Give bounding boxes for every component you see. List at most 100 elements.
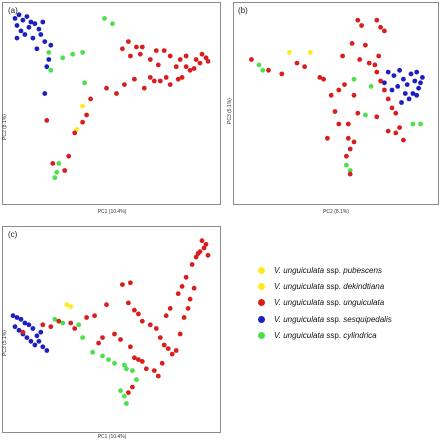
- data-point-unguiculata: [68, 320, 74, 326]
- data-point-sesquipedalis: [40, 344, 46, 350]
- data-point-dekindtiana: [74, 126, 80, 132]
- panel-b-ylabel: PC3 (5.1%): [227, 98, 233, 124]
- data-point-unguiculata: [201, 245, 207, 251]
- data-point-unguiculata: [179, 75, 185, 80]
- data-point-cylindrica: [260, 67, 266, 73]
- data-point-unguiculata: [183, 274, 189, 280]
- legend-item-cylindrica: V. unguiculata ssp. cylindrica: [258, 327, 392, 343]
- data-point-sesquipedalis: [42, 39, 48, 44]
- data-point-sesquipedalis: [16, 327, 22, 333]
- data-point-cylindrica: [122, 362, 127, 368]
- legend-marker-pubescens: [258, 266, 265, 274]
- data-point-unguiculata: [302, 64, 307, 70]
- data-point-unguiculata: [385, 96, 391, 102]
- data-point-unguiculata: [359, 23, 364, 28]
- data-point-unguiculata: [183, 53, 189, 59]
- data-point-unguiculata: [118, 337, 123, 342]
- data-point-cylindrica: [368, 84, 374, 89]
- data-point-cylindrica: [48, 67, 54, 73]
- data-point-unguiculata: [205, 252, 211, 258]
- data-point-cylindrica: [82, 80, 87, 86]
- legend-text: V. unguiculata ssp. sesquipedalis: [274, 314, 392, 324]
- data-point-cylindrica: [90, 349, 95, 355]
- data-point-sesquipedalis: [22, 32, 28, 37]
- data-point-sesquipedalis: [24, 14, 30, 19]
- data-point-unguiculata: [104, 302, 109, 308]
- data-point-unguiculata: [120, 46, 125, 52]
- data-point-unguiculata: [340, 53, 345, 59]
- data-point-unguiculata: [88, 96, 93, 102]
- data-point-sesquipedalis: [26, 24, 32, 30]
- data-point-unguiculata: [199, 238, 205, 244]
- data-point-cylindrica: [80, 50, 85, 55]
- data-point-unguiculata: [325, 135, 330, 141]
- data-point-unguiculata: [139, 44, 145, 50]
- data-point-unguiculata: [136, 311, 141, 317]
- data-point-unguiculata: [317, 75, 323, 80]
- data-point-sesquipedalis: [12, 324, 18, 330]
- data-point-sesquipedalis: [46, 57, 52, 62]
- data-point-unguiculata: [128, 280, 133, 286]
- data-point-unguiculata: [203, 241, 209, 247]
- data-point-unguiculata: [72, 130, 78, 136]
- data-point-unguiculata: [336, 121, 342, 127]
- data-point-unguiculata: [175, 76, 181, 82]
- data-point-unguiculata: [136, 357, 141, 362]
- panel-a-xlabel: PC1 (10.4%): [97, 209, 127, 215]
- data-point-sesquipedalis: [420, 75, 425, 80]
- data-point-unguiculata: [351, 92, 357, 98]
- data-point-cylindrica: [56, 161, 62, 166]
- data-point-unguiculata: [96, 340, 101, 346]
- data-point-unguiculata: [161, 48, 167, 53]
- data-point-unguiculata: [132, 355, 137, 361]
- data-point-unguiculata: [374, 114, 380, 120]
- data-point-sesquipedalis: [414, 69, 420, 75]
- legend-item-sesquipedalis: V. unguiculata ssp. sesquipedalis: [258, 311, 392, 327]
- data-point-cylindrica: [122, 393, 127, 399]
- data-point-unguiculata: [141, 85, 147, 91]
- data-point-unguiculata: [56, 318, 62, 324]
- data-point-unguiculata: [177, 331, 183, 337]
- data-point-unguiculata: [155, 373, 161, 379]
- data-point-unguiculata: [345, 135, 351, 141]
- data-point-cylindrica: [80, 335, 85, 340]
- data-point-unguiculata: [153, 326, 159, 331]
- data-point-sesquipedalis: [414, 92, 420, 98]
- data-point-sesquipedalis: [410, 91, 416, 96]
- data-point-unguiculata: [382, 28, 387, 34]
- panel-a-ylabel: PC2 (8.1%): [2, 114, 8, 140]
- data-point-sesquipedalis: [30, 35, 36, 41]
- data-point-unguiculata: [157, 335, 163, 340]
- data-point-unguiculata: [321, 76, 326, 82]
- data-point-sesquipedalis: [44, 348, 50, 353]
- data-point-unguiculata: [126, 39, 131, 44]
- data-point-unguiculata: [349, 41, 355, 46]
- panel-b: (b): [233, 2, 439, 205]
- data-point-unguiculata: [376, 53, 382, 59]
- data-point-sesquipedalis: [385, 69, 391, 75]
- data-point-cylindrica: [76, 322, 82, 328]
- scatter-plot-b: [249, 17, 425, 177]
- legend: V. unguiculata ssp. pubescens V. unguicu…: [258, 262, 392, 343]
- data-point-unguiculata: [175, 291, 181, 297]
- data-point-unguiculata: [191, 66, 197, 71]
- panel-b-label: (b): [238, 6, 248, 15]
- data-point-cylindrica: [52, 175, 58, 181]
- data-point-sesquipedalis: [404, 82, 410, 87]
- data-point-sesquipedalis: [34, 46, 40, 52]
- data-point-cylindrica: [106, 357, 111, 362]
- data-point-cylindrica: [60, 55, 66, 61]
- data-point-unguiculata: [167, 306, 173, 311]
- data-point-sesquipedalis: [389, 87, 395, 93]
- data-point-unguiculata: [191, 285, 197, 291]
- data-point-sesquipedalis: [26, 322, 32, 328]
- data-point-unguiculata: [147, 57, 153, 62]
- data-point-unguiculata: [366, 60, 372, 66]
- data-point-unguiculata: [378, 24, 383, 30]
- data-point-unguiculata: [173, 64, 179, 70]
- data-point-sesquipedalis: [382, 80, 387, 86]
- data-point-unguiculata: [104, 85, 109, 91]
- data-point-dekindtiana: [68, 304, 74, 309]
- data-point-unguiculata: [193, 254, 199, 260]
- data-point-sesquipedalis: [391, 73, 397, 78]
